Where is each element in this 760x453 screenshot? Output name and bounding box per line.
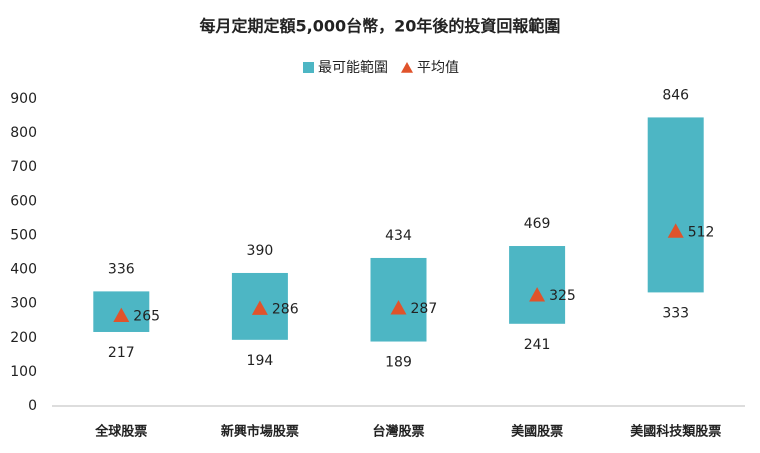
value-label: 287: [411, 301, 438, 317]
legend-swatch: [303, 62, 314, 73]
value-label: 241: [524, 337, 551, 353]
value-label: 286: [272, 301, 299, 317]
value-label: 194: [247, 353, 274, 369]
y-tick-label: 100: [10, 364, 37, 380]
x-tick-label: 台灣股票: [372, 424, 424, 440]
x-tick-label: 全球股票: [94, 424, 147, 440]
value-label: 390: [247, 243, 274, 259]
value-label: 434: [385, 228, 412, 244]
value-label: 217: [108, 345, 135, 361]
average-marker: [251, 300, 268, 315]
x-tick-label: 美國股票: [511, 424, 563, 440]
y-tick-label: 600: [10, 193, 37, 209]
y-tick-label: 700: [10, 159, 37, 175]
average-marker: [529, 287, 546, 302]
range-bar: [647, 117, 704, 293]
range-bar: [509, 246, 566, 324]
y-tick-label: 200: [10, 330, 37, 346]
x-tick-label: 新興市場股票: [221, 424, 299, 440]
range-bar: [370, 257, 427, 342]
chart-title: 每月定期定額5,000台幣，20年後的投資回報範圍: [200, 17, 561, 36]
legend-swatch: [401, 62, 413, 73]
x-tick-label: 美國科技類股票: [630, 424, 721, 440]
y-tick-label: 500: [10, 227, 37, 243]
legend-label: 平均值: [417, 60, 459, 76]
y-tick-label: 400: [10, 262, 37, 278]
average-marker: [390, 300, 407, 315]
y-tick-label: 300: [10, 296, 37, 312]
value-label: 846: [662, 87, 689, 103]
value-label: 333: [662, 305, 689, 321]
value-label: 469: [524, 216, 551, 232]
average-marker: [667, 223, 684, 238]
value-label: 325: [549, 288, 576, 304]
y-tick-label: 800: [10, 125, 37, 141]
value-label: 189: [385, 355, 412, 371]
y-tick-label: 900: [10, 91, 37, 107]
value-label: 265: [133, 309, 160, 325]
value-label: 512: [688, 224, 715, 240]
legend-label: 最可能範圍: [318, 59, 388, 76]
value-label: 336: [108, 261, 135, 277]
average-marker: [113, 307, 130, 323]
y-tick-label: 0: [28, 398, 37, 414]
